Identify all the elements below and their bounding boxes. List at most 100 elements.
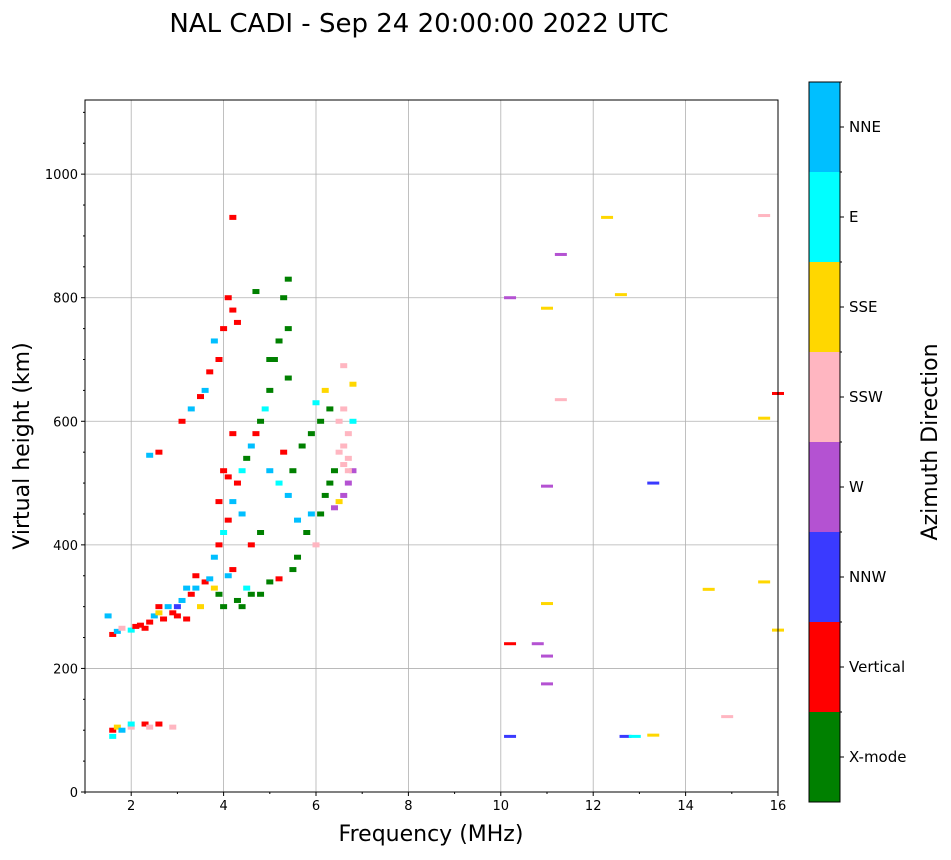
data-point-nne [113,628,121,634]
data-point-w [541,682,553,686]
data-point-nne [238,511,246,517]
data-point-x-mode [321,492,329,498]
y-tick-label: 200 [53,662,78,677]
data-point-ssw [169,724,177,730]
data-point-nne [118,727,126,733]
data-point-x-mode [317,511,325,517]
data-point-w [541,484,553,488]
data-point-x-mode [266,579,274,585]
data-point-nne [201,387,209,393]
colorbar-label-nne: NNE [849,118,881,136]
data-point-vertical [136,622,144,628]
data-point-e [261,406,269,412]
data-point-x-mode [257,530,265,535]
data-point-nne [266,468,274,474]
data-point-sse [541,306,553,310]
data-point-sse [155,610,163,616]
data-point-vertical [224,474,232,480]
data-point-e [238,468,246,474]
data-point-vertical [178,418,186,424]
data-point-sse [758,580,771,584]
data-point-ssw [335,418,343,424]
data-point-x-mode [257,591,265,597]
data-point-vertical [201,579,209,585]
data-point-nne [183,585,191,591]
data-point-sse [197,604,204,610]
data-point-nne [206,576,214,582]
data-point-vertical [215,499,223,505]
data-point-vertical [233,480,241,486]
data-point-sse [113,724,121,730]
data-point-nne [284,492,292,498]
data-point-ssw [340,462,348,468]
data-point-w [554,252,567,256]
data-point-ssw [146,724,154,730]
data-point-vertical [215,542,223,548]
data-point-x-mode [289,468,297,474]
data-point-sse [647,733,660,737]
data-point-x-mode [247,591,255,597]
colorbar-frame [808,81,841,803]
data-point-x-mode [266,387,274,393]
data-point-vertical [224,517,232,523]
data-point-vertical [229,214,237,220]
data-point-nne [146,452,154,458]
data-point-e [127,627,135,633]
data-point-vertical [233,319,241,325]
data-point-vertical [206,369,214,375]
data-point-ssw [340,443,348,449]
data-point-ssw [344,431,352,437]
data-point-sse [349,381,357,387]
data-point-x-mode [252,289,260,295]
data-point-ssw [118,625,126,631]
data-point-vertical [229,567,237,573]
data-point-w [344,480,352,486]
data-point-x-mode [238,604,246,610]
colorbar-swatch-nnw [809,532,840,622]
data-point-vertical [220,326,228,332]
data-point-ssw [344,455,352,461]
colorbar-label-sse: SSE [849,298,878,316]
data-point-x-mode [326,406,334,412]
data-point-e [127,721,135,727]
data-point-vertical [169,610,177,616]
data-point-ssw [758,214,771,218]
data-point-ssw [127,724,135,730]
data-point-nne [210,554,218,560]
colorbar-label-e: E [849,208,858,226]
colorbar-label: Azimuth Direction [918,343,943,540]
data-point-w [531,642,544,646]
colorbar-label-x-mode: X-mode [849,748,906,766]
data-point-vertical [197,394,204,400]
data-point-nnw [173,604,181,610]
data-point-ssw [312,542,320,548]
data-point-sse [702,587,715,591]
data-point-ssw [344,468,352,474]
data-point-x-mode [307,431,315,437]
colorbar-swatch-sse [809,262,840,352]
data-point-x-mode [275,338,283,344]
data-point-e [243,585,251,591]
data-point-vertical [146,619,154,625]
data-point-vertical [109,727,117,733]
data-point-vertical [160,616,168,622]
data-point-sse [335,499,343,505]
y-tick-label: 400 [53,539,78,554]
data-point-ssw [340,363,348,369]
data-point-x-mode [257,418,265,424]
data-point-nne [150,613,158,619]
data-point-sse [210,585,218,591]
data-point-nne [224,573,232,579]
data-point-vertical [229,307,237,313]
data-points [104,214,784,739]
colorbar-label-vertical: Vertical [849,658,905,676]
data-point-w [349,468,357,474]
data-point-vertical [173,613,181,619]
data-point-vertical [215,357,223,362]
data-point-nnw [619,734,632,738]
data-point-sse [601,215,614,219]
data-point-nnw [647,481,660,485]
data-point-vertical [504,642,517,646]
data-point-x-mode [289,567,297,573]
data-point-vertical [109,631,117,637]
